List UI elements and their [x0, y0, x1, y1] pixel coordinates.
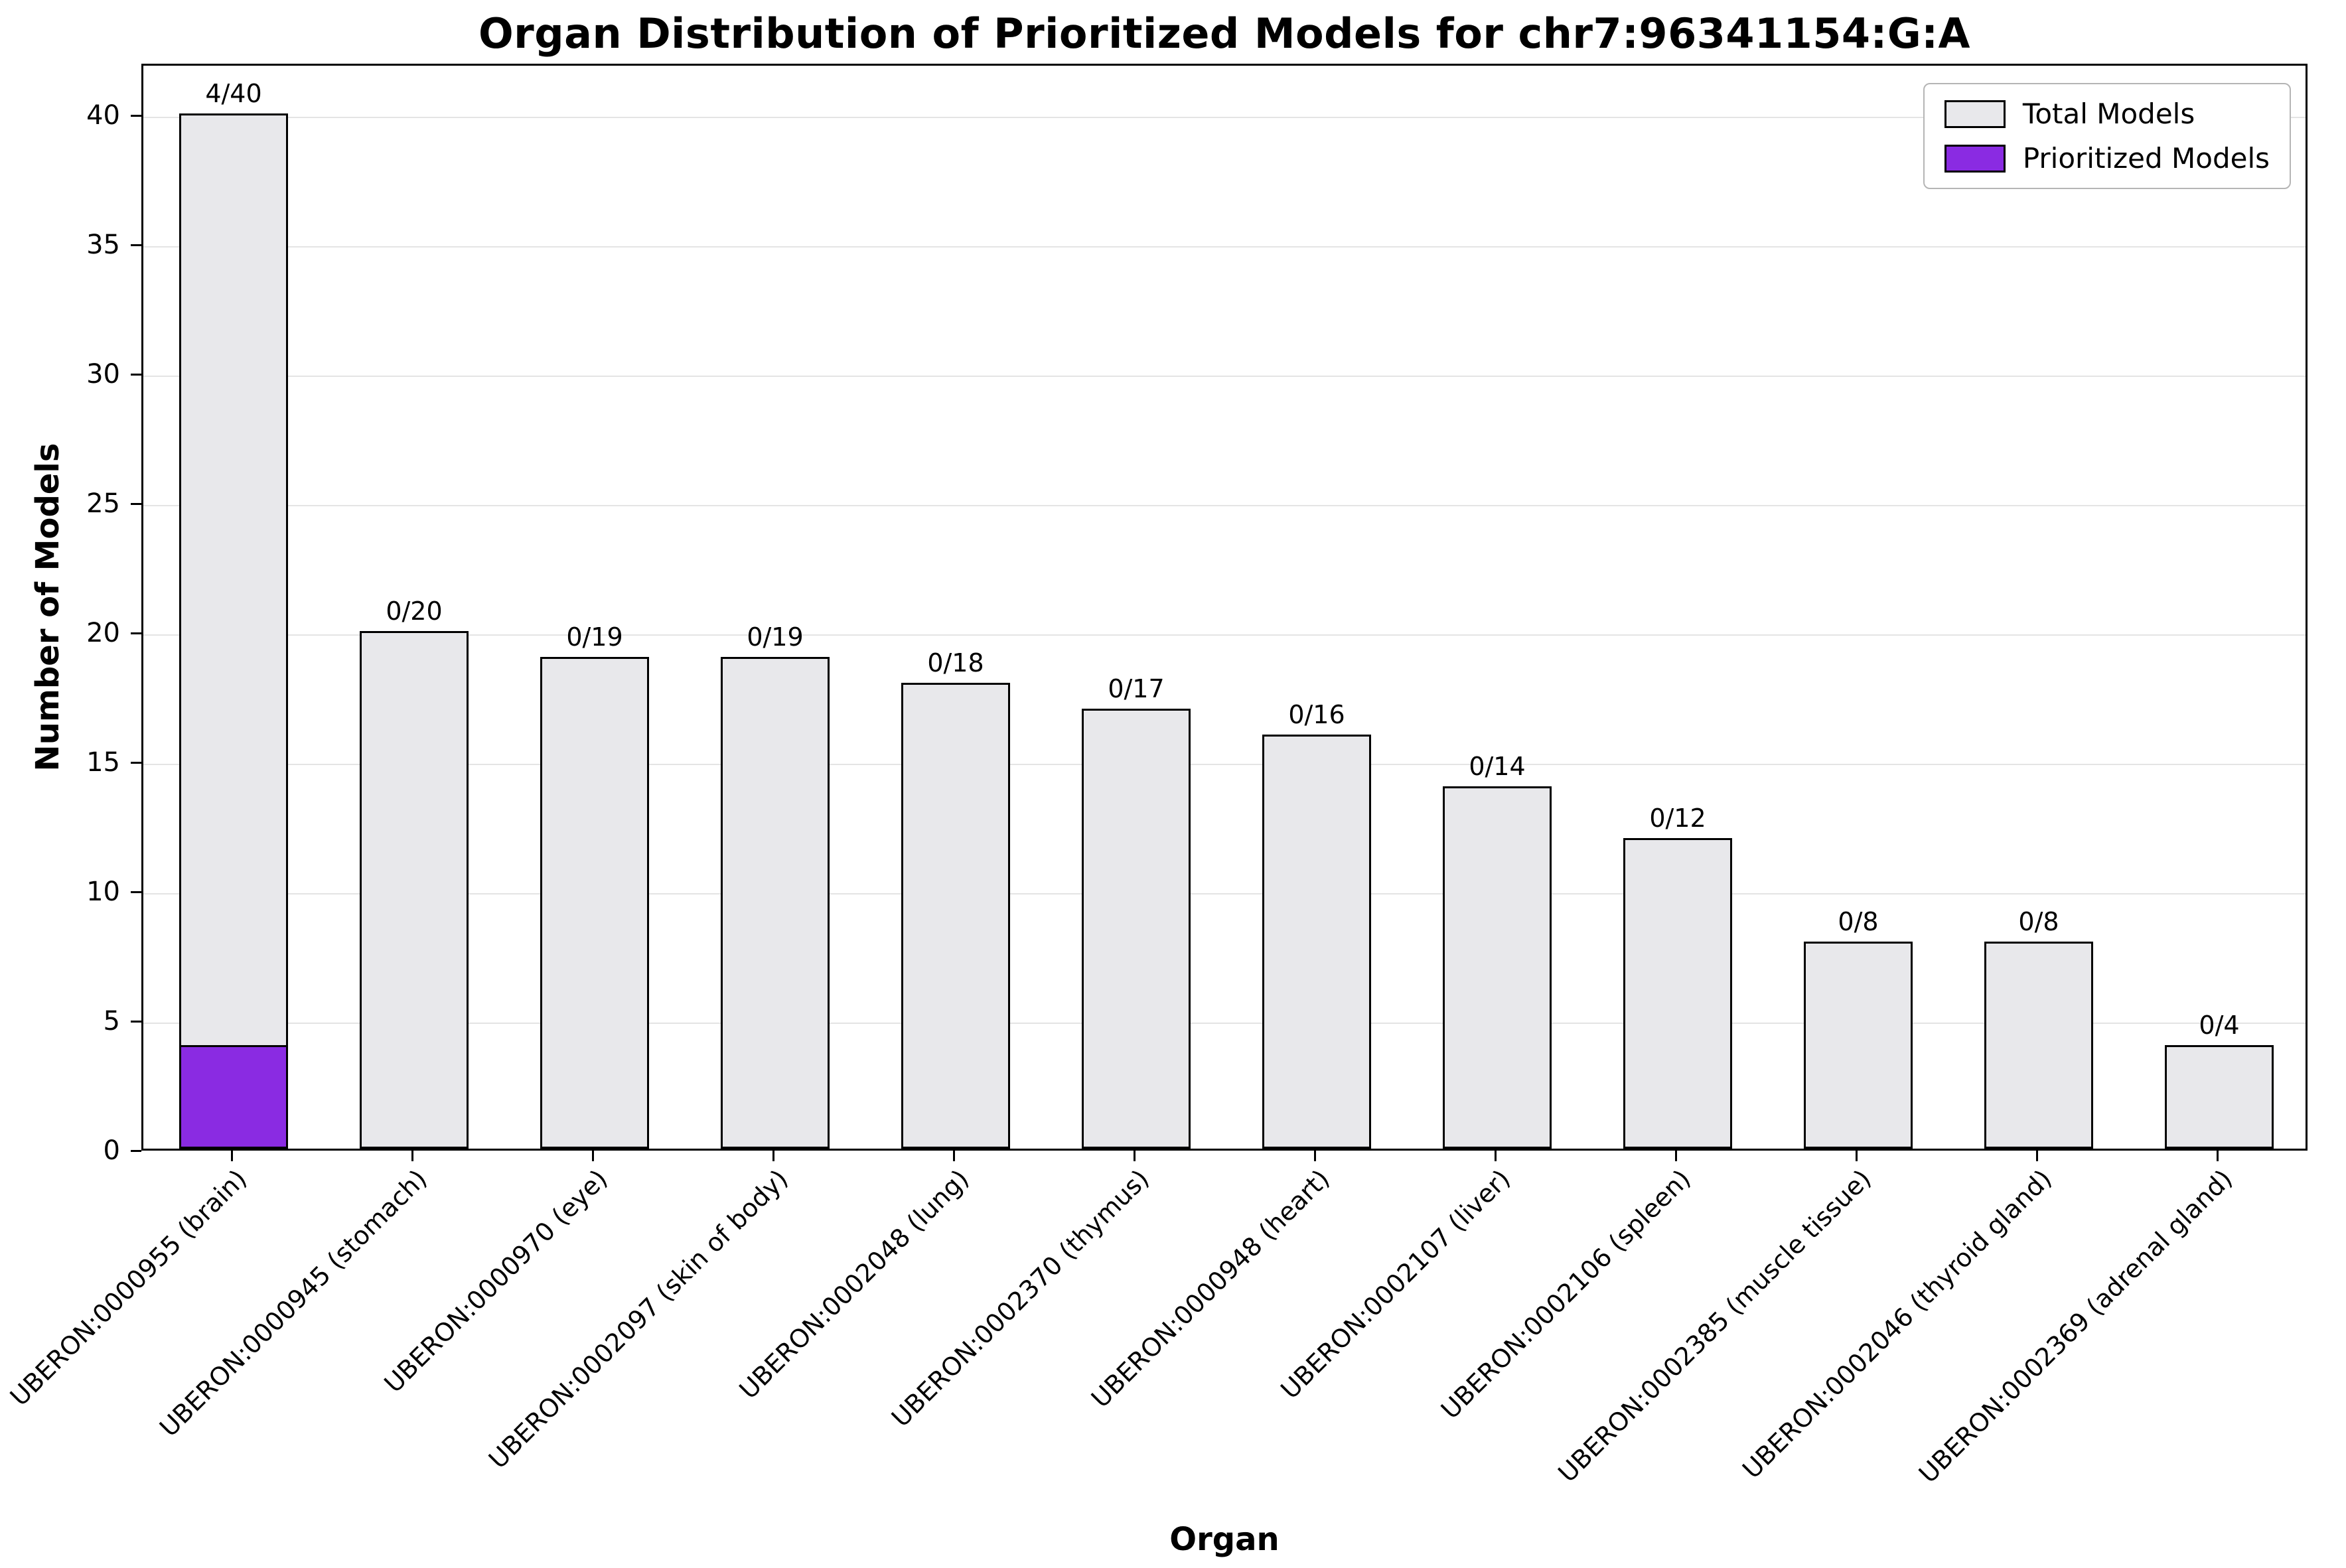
bar-value-label: 0/16: [1288, 700, 1345, 729]
total-models-bar: [1443, 786, 1552, 1149]
gridline: [143, 893, 2306, 894]
gridline: [143, 505, 2306, 506]
legend-label: Total Models: [2022, 98, 2195, 130]
bar-value-label: 0/14: [1469, 752, 1526, 781]
x-tick-label-text: UBERON:0002097 (skin of body): [483, 1164, 794, 1474]
x-tick-label-text: UBERON:0002046 (thyroid gland): [1737, 1164, 2058, 1484]
y-tick-label: 35: [86, 230, 120, 260]
gridline: [143, 376, 2306, 377]
x-tick-mark: [952, 1151, 955, 1161]
total-models-bar: [1804, 942, 1913, 1149]
y-tick-mark: [131, 891, 141, 893]
x-tick-mark: [2035, 1151, 2038, 1161]
bar-value-label: 0/12: [1649, 804, 1706, 833]
x-axis-title: Organ: [1169, 1521, 1280, 1558]
total-models-bar: [1082, 709, 1191, 1149]
total-models-bar: [360, 631, 469, 1149]
total-models-bar: [2165, 1045, 2274, 1149]
bar-value-label: 0/20: [386, 597, 443, 626]
gridline: [143, 246, 2306, 248]
x-tick-mark: [772, 1151, 774, 1161]
y-tick-mark: [131, 114, 141, 117]
bar-value-label: 0/8: [1838, 907, 1879, 936]
x-tick-mark: [1494, 1151, 1497, 1161]
y-tick-label: 15: [86, 747, 120, 778]
x-tick-mark: [591, 1151, 594, 1161]
bar-value-label: 0/18: [927, 648, 984, 677]
total-models-bar: [1984, 942, 2093, 1149]
x-tick-mark: [1313, 1151, 1316, 1161]
legend-swatch: [1944, 144, 2006, 173]
bar-value-label: 0/4: [2199, 1011, 2240, 1040]
y-tick-mark: [131, 1020, 141, 1023]
x-tick-mark: [411, 1151, 413, 1161]
y-tick-mark: [131, 761, 141, 764]
bar-value-label: 0/19: [747, 622, 804, 652]
bar-value-label: 0/17: [1108, 674, 1165, 703]
x-tick-mark: [230, 1151, 233, 1161]
y-tick-mark: [131, 373, 141, 376]
x-tick-mark: [1133, 1151, 1136, 1161]
total-models-bar: [1623, 838, 1732, 1149]
bar-value-label: 4/40: [205, 79, 262, 108]
gridline: [143, 117, 2306, 118]
y-tick-label: 25: [86, 488, 120, 519]
y-tick-label: 30: [86, 359, 120, 390]
total-models-bar: [901, 683, 1010, 1149]
legend: Total Models Prioritized Models: [1923, 83, 2291, 189]
total-models-bar: [1262, 735, 1371, 1149]
y-tick-label: 10: [86, 877, 120, 907]
legend-label: Prioritized Models: [2022, 142, 2270, 175]
chart-title: Organ Distribution of Prioritized Models…: [478, 9, 1971, 58]
bar-value-label: 0/8: [2018, 907, 2059, 936]
prioritized-models-bar: [179, 1045, 288, 1149]
gridline: [143, 634, 2306, 636]
y-tick-mark: [131, 502, 141, 505]
y-tick-mark: [131, 1149, 141, 1152]
legend-item: Total Models: [1944, 98, 2270, 130]
x-tick-mark: [2216, 1151, 2219, 1161]
legend-swatch: [1944, 100, 2006, 128]
y-tick-label: 20: [86, 618, 120, 648]
y-tick-mark: [131, 632, 141, 634]
total-models-bar: [179, 113, 288, 1149]
total-models-bar: [721, 657, 830, 1149]
x-tick-label-text: UBERON:0002369 (adrenal gland): [1913, 1164, 2238, 1489]
x-tick-mark: [1855, 1151, 1858, 1161]
y-tick-label: 5: [103, 1006, 120, 1036]
legend-item: Prioritized Models: [1944, 142, 2270, 175]
bar-value-label: 0/19: [566, 622, 623, 652]
gridline: [143, 1023, 2306, 1024]
gridline: [143, 764, 2306, 765]
y-tick-label: 0: [103, 1135, 120, 1166]
y-tick-label: 40: [86, 100, 120, 131]
x-tick-label-text: UBERON:0002385 (muscle tissue): [1552, 1164, 1877, 1488]
total-models-bar: [540, 657, 649, 1149]
plot-area: Total Models Prioritized Models 4/40 0/20 0…: [141, 64, 2308, 1151]
x-tick-mark: [1674, 1151, 1677, 1161]
y-tick-mark: [131, 244, 141, 246]
